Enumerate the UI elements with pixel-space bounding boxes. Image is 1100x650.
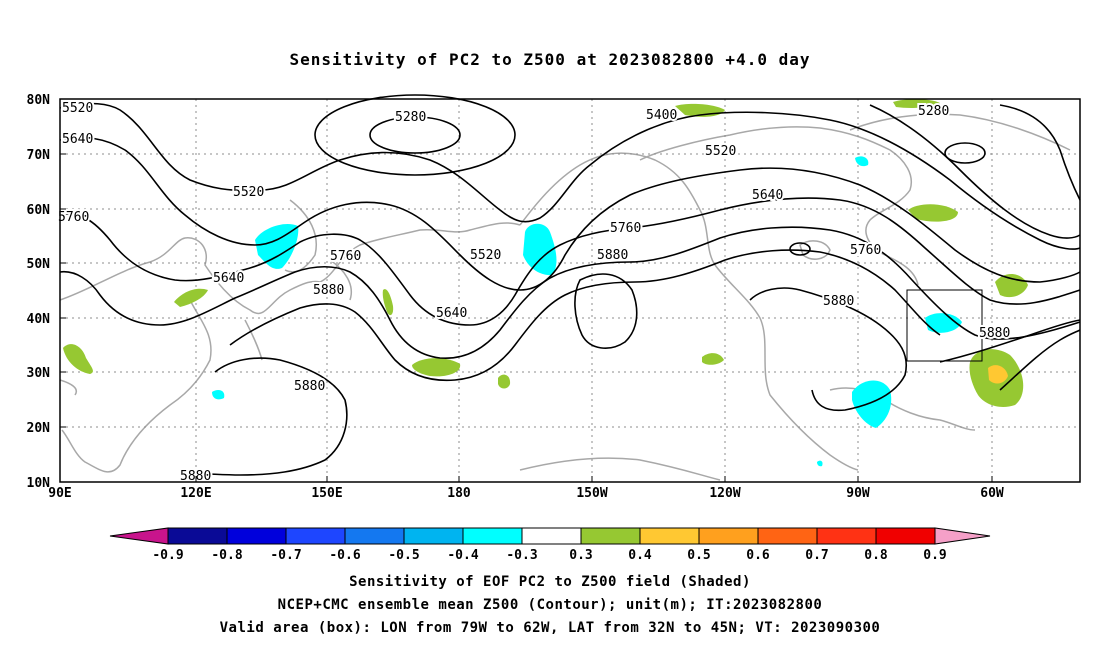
contour-label: 5520	[62, 101, 93, 116]
lon-label: 150W	[576, 486, 607, 501]
color-bar-label: -0.8	[211, 548, 242, 563]
color-bar-label: -0.7	[270, 548, 301, 563]
contour-label: 5520	[705, 144, 736, 159]
color-bar-label: -0.6	[329, 548, 360, 563]
contour-label: 5640	[62, 132, 93, 147]
color-bar-label: 0.3	[569, 548, 592, 563]
valid-area-box	[906, 289, 983, 362]
contour-labels: 5520 5640 5760 5640 5520 5280 5400 5520 …	[56, 99, 1012, 486]
color-bar-label: -0.4	[447, 548, 478, 563]
color-bar-segment	[580, 527, 641, 545]
color-bar-segment	[167, 527, 228, 545]
contour-label: 5520	[233, 185, 264, 200]
contour-label: 5760	[610, 221, 641, 236]
contour-label: 5760	[58, 210, 89, 225]
contour-label: 5880	[597, 248, 628, 263]
lon-label: 90W	[846, 486, 870, 501]
contour-label: 5640	[436, 306, 467, 321]
color-bar-segment	[698, 527, 759, 545]
color-bar-end-low	[109, 527, 169, 545]
longitude-labels: 90E 120E 150E 180 150W 120W 90W 60W	[48, 486, 1004, 501]
color-bar-label: 0.4	[628, 548, 652, 563]
lat-label: 20N	[27, 421, 51, 436]
shaded-regions	[63, 99, 1028, 467]
color-bar-segment	[639, 527, 700, 545]
lon-label: 120E	[180, 486, 211, 501]
map-frame	[59, 98, 1081, 483]
lat-label: 70N	[27, 148, 51, 163]
lon-label: 60W	[980, 486, 1004, 501]
z500-contours	[59, 94, 1081, 476]
axis-ticks	[60, 153, 993, 482]
color-bar-segment	[226, 527, 287, 545]
color-bar-label: -0.3	[506, 548, 537, 563]
color-bar-label: 0.8	[864, 548, 888, 563]
color-bar-label: 0.7	[805, 548, 828, 563]
lat-lon-grid	[60, 99, 1080, 482]
color-bar-segment	[875, 527, 936, 545]
color-bar-segment	[757, 527, 818, 545]
lat-label: 30N	[27, 366, 51, 381]
lat-label: 80N	[27, 93, 51, 108]
latitude-labels: 80N 70N 60N 50N 40N 30N 20N 10N	[27, 93, 51, 491]
contour-label: 5880	[294, 379, 325, 394]
contour-label: 5880	[313, 283, 344, 298]
lon-label: 150E	[311, 486, 342, 501]
contour-label: 5640	[752, 188, 783, 203]
lon-label: 90E	[48, 486, 71, 501]
contour-label: 5400	[646, 108, 677, 123]
color-bar-label: -0.9	[152, 548, 183, 563]
lat-label: 40N	[27, 312, 51, 327]
color-bar-segment	[521, 527, 582, 545]
contour-label: 5520	[470, 248, 501, 263]
color-bar-segment	[285, 527, 346, 545]
contour-label: 5760	[850, 243, 881, 258]
color-bar-label: 0.9	[923, 548, 946, 563]
chart-title: Sensitivity of PC2 to Z500 at 2023082800…	[289, 50, 811, 69]
lat-label: 60N	[27, 203, 51, 218]
lon-label: 180	[447, 486, 471, 501]
contour-label: 5760	[330, 249, 361, 264]
lat-label: 50N	[27, 257, 51, 272]
caption-line-1: Sensitivity of EOF PC2 to Z500 field (Sh…	[349, 574, 751, 590]
contour-label: 5280	[918, 104, 949, 119]
caption-line-2: NCEP+CMC ensemble mean Z500 (Contour); u…	[277, 597, 823, 613]
color-bar-label: 0.6	[746, 548, 770, 563]
contour-label: 5280	[395, 110, 426, 125]
color-bar-label: 0.5	[687, 548, 710, 563]
contour-label: 5880	[979, 326, 1010, 341]
color-bar-labels: -0.9 -0.8 -0.7 -0.6 -0.5 -0.4 -0.3 0.3 0.4 0.5 0.6…	[152, 548, 946, 563]
contour-label: 5880	[823, 294, 854, 309]
color-bar-label: -0.5	[388, 548, 419, 563]
color-bar	[109, 527, 991, 545]
contour-label: 5640	[213, 271, 244, 286]
color-bar-segment	[344, 527, 405, 545]
caption-line-3: Valid area (box): LON from 79W to 62W, L…	[219, 620, 881, 636]
color-bar-end-high	[934, 527, 991, 545]
lon-label: 120W	[709, 486, 740, 501]
color-bar-segment	[816, 527, 877, 545]
color-bar-segment	[403, 527, 464, 545]
color-bar-segment	[462, 527, 523, 545]
lat-label: 10N	[27, 476, 51, 491]
